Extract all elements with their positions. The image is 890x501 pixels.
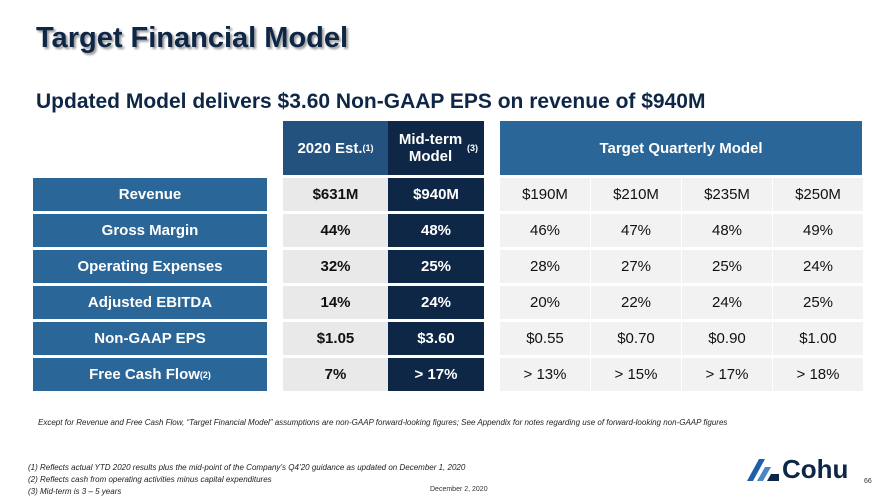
cell: $1.05 — [283, 322, 388, 355]
cell: 20% — [500, 286, 590, 319]
logo-icon — [747, 459, 779, 481]
cell: $3.60 — [388, 322, 484, 355]
cell: 25% — [682, 250, 772, 283]
column-header: Mid-term Model (3) — [388, 121, 484, 175]
cell: $235M — [682, 178, 772, 211]
row-label-text: Non-GAAP EPS — [94, 330, 206, 347]
cell: 14% — [283, 286, 388, 319]
cell: 24% — [682, 286, 772, 319]
cell: > 18% — [773, 358, 863, 391]
row-label: Non-GAAP EPS — [33, 322, 267, 355]
header-text: Mid-term Model — [398, 131, 463, 165]
cell: 24% — [773, 250, 863, 283]
logo-text: Cohu — [782, 454, 849, 484]
cell: $940M — [388, 178, 484, 211]
date: December 2, 2020 — [430, 486, 488, 493]
column-header: 2020 Est. (1) — [283, 121, 388, 175]
cell: 24% — [388, 286, 484, 319]
cell: $190M — [500, 178, 590, 211]
row-label-text: Free Cash Flow — [89, 366, 200, 383]
row-label-text: Adjusted EBITDA — [87, 294, 213, 311]
cell: $250M — [773, 178, 863, 211]
row-label: Operating Expenses — [33, 250, 267, 283]
subtitle: Updated Model delivers $3.60 Non-GAAP EP… — [36, 90, 706, 113]
title: Target Financial Model — [36, 22, 349, 54]
page-number: 66 — [864, 478, 872, 485]
cell: $0.55 — [500, 322, 590, 355]
footnote: (3) Mid-term is 3 – 5 years — [28, 487, 122, 496]
cell: 22% — [591, 286, 681, 319]
row-label: Adjusted EBITDA — [33, 286, 267, 319]
cell: 47% — [591, 214, 681, 247]
cell: 32% — [283, 250, 388, 283]
note-mark: (2) — [199, 369, 211, 380]
cell: 48% — [682, 214, 772, 247]
disclaimer: Except for Revenue and Free Cash Flow, “… — [38, 418, 728, 427]
cell: 27% — [591, 250, 681, 283]
footnote: (1) Reflects actual YTD 2020 results plu… — [28, 463, 466, 472]
column-header: Target Quarterly Model — [500, 121, 862, 175]
note-mark: (1) — [362, 143, 374, 153]
row-label: Revenue — [33, 178, 267, 211]
cell: 49% — [773, 214, 863, 247]
cell: $0.90 — [682, 322, 772, 355]
row-label-text: Gross Margin — [101, 222, 199, 239]
cell: 28% — [500, 250, 590, 283]
cell: > 13% — [500, 358, 590, 391]
cell: $1.00 — [773, 322, 863, 355]
cell: 48% — [388, 214, 484, 247]
row-label: Free Cash Flow (2) — [33, 358, 267, 391]
cell: > 17% — [682, 358, 772, 391]
cell: 46% — [500, 214, 590, 247]
footnote: (2) Reflects cash from operating activit… — [28, 475, 272, 484]
cell: 25% — [773, 286, 863, 319]
cell: > 17% — [388, 358, 484, 391]
cell: $0.70 — [591, 322, 681, 355]
cell: 7% — [283, 358, 388, 391]
header-text: Target Quarterly Model — [599, 139, 763, 157]
row-label-text: Revenue — [118, 186, 182, 203]
note-mark: (3) — [467, 143, 478, 153]
cell: 25% — [388, 250, 484, 283]
cell: $210M — [591, 178, 681, 211]
cell: $631M — [283, 178, 388, 211]
row-label: Gross Margin — [33, 214, 267, 247]
row-label-text: Operating Expenses — [77, 258, 223, 275]
cell: > 15% — [591, 358, 681, 391]
cell: 44% — [283, 214, 388, 247]
header-text: 2020 Est. — [297, 139, 363, 157]
